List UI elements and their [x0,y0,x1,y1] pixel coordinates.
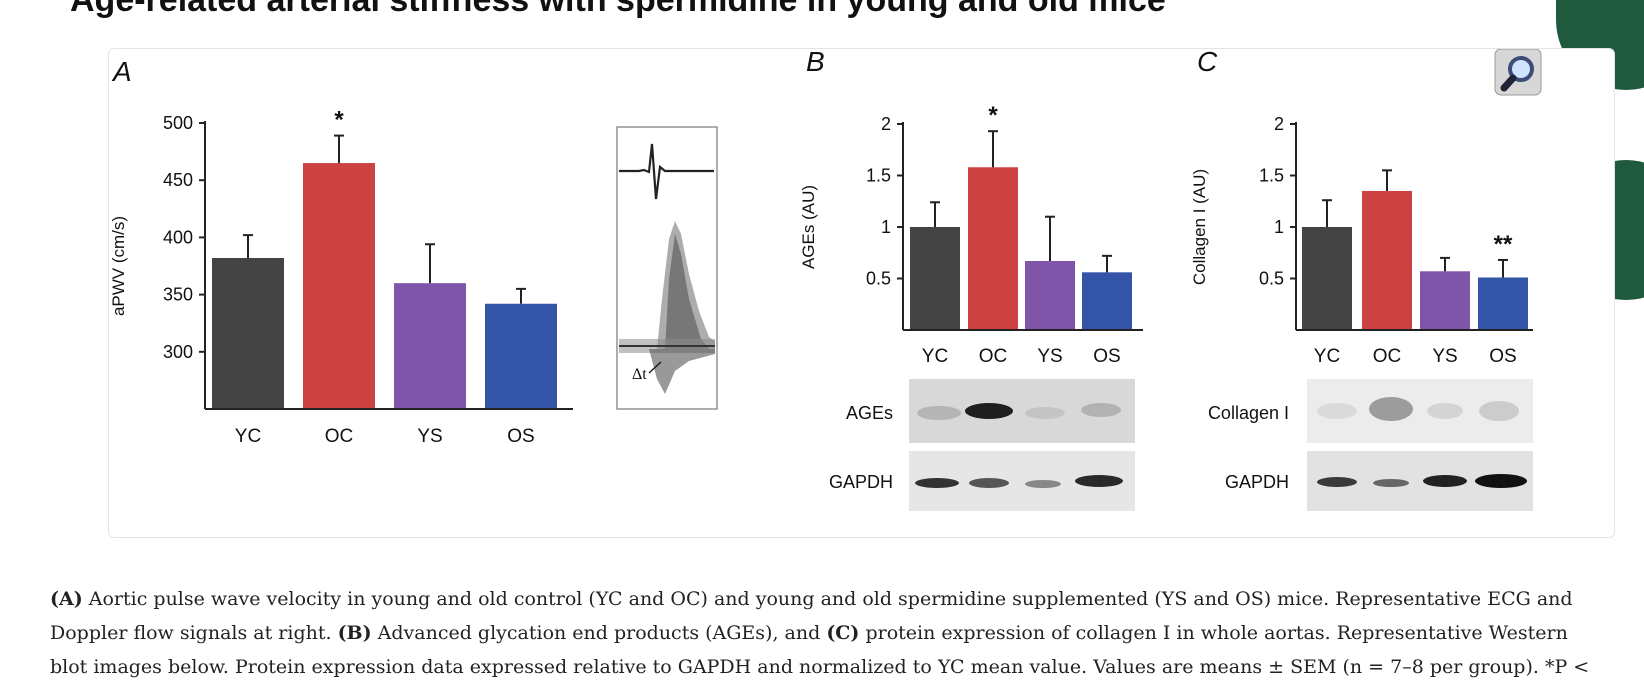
blot-gapdh-c-band-ys [1423,475,1467,487]
doppler-reverse-flow [649,349,715,394]
blot-gapdh-b-band-ys [1025,480,1061,488]
caption-text-1a: Aortic pulse wave velocity in young and … [82,588,1573,610]
caption-bold-c: (C) [826,622,860,644]
blot-collagen-band-oc [1369,397,1413,421]
blot-gapdh-c-band-os [1475,474,1527,488]
figure-svg: YC * OC YS OS 300 350 400 450 500 aPWV (cm/s) YC * OC… [109,49,1542,511]
blot-collagen-band-ys [1427,403,1463,419]
category-label-a-oc: OC [325,426,354,447]
category-label-c-yc: YC [1314,346,1340,367]
bar-c-ys [1420,271,1470,330]
panel-label-a: A [111,56,132,87]
bar-b-os [1082,272,1132,330]
bar-a-os [485,303,557,409]
blot-gapdh-b-band-os [1075,475,1123,487]
bar-c-yc [1302,227,1352,330]
blot-label-gapdh-b: GAPDH [829,472,893,492]
significance-a-oc: * [334,107,344,134]
category-label-b-os: OS [1093,346,1120,367]
figure-panel: YC * OC YS OS 300 350 400 450 500 aPWV (cm/s) YC * OC… [108,48,1615,538]
panel-label-b: B [806,49,825,77]
category-label-c-ys: YS [1432,346,1457,367]
caption-text-2c: protein expression of collagen I in whol… [859,622,1568,644]
y-axis-label-c: Collagen I (AU) [1190,169,1209,285]
y-tick-label-c-1-5: 1.5 [1259,166,1284,186]
y-tick-label-c-1: 1 [1274,217,1284,237]
blot-label-ages: AGEs [846,403,893,423]
significance-c-os: ** [1494,231,1513,258]
blot-label-collagen: Collagen I [1208,403,1289,423]
category-label-b-oc: OC [979,346,1008,367]
caption-line-2: Doppler flow signals at right. (B) Advan… [50,616,1644,650]
blot-collagen-band-os [1479,401,1519,421]
category-label-b-ys: YS [1037,346,1062,367]
doppler-inset: Δt [616,126,718,410]
y-tick-label-a-500: 500 [163,113,193,133]
bar-a-oc [303,163,375,409]
blot-gapdh-b-band-yc [915,478,959,488]
magnifier-icon[interactable] [1494,49,1542,96]
caption-line-3: blot images below. Protein expression da… [50,650,1644,684]
y-axis-label-a: aPWV (cm/s) [109,216,128,316]
chart-a: YC * OC YS OS 300 350 400 450 500 aPWV (cm/s) [109,107,573,447]
delta-t-arrow [648,361,662,374]
blot-ages-band-yc [917,406,961,420]
y-tick-label-b-2: 2 [881,114,891,134]
chart-c: YC OC YS ** OS 0.5 1 1.5 2 Collagen I (AU) [1190,114,1533,367]
y-tick-label-b-1: 1 [881,217,891,237]
blot-collagen-band-yc [1317,403,1357,419]
bar-b-yc [910,227,960,330]
blot-gapdh-c-band-oc [1373,479,1409,487]
category-label-c-os: OS [1489,346,1516,367]
delta-t-label: Δt [632,366,647,383]
category-label-a-ys: YS [417,426,442,447]
caption-bold-a: (A) [50,588,83,610]
caption-text-3a: blot images below. Protein expression da… [50,656,1590,678]
caption-line-1: (A) Aortic pulse wave velocity in young … [50,582,1644,616]
y-tick-label-b-0-5: 0.5 [866,269,891,289]
blot-panel-b: AGEs GAPDH [829,379,1135,511]
caption-bold-b: (B) [337,622,372,644]
figure-caption: (A) Aortic pulse wave velocity in young … [50,582,1644,684]
category-label-b-yc: YC [922,346,948,367]
bar-a-ys [394,283,466,409]
y-tick-label-b-1-5: 1.5 [866,166,891,186]
category-label-a-os: OS [507,426,534,447]
y-tick-label-c-2: 2 [1274,114,1284,134]
bar-c-oc [1362,190,1412,330]
bar-b-ys [1025,260,1075,330]
doppler-flow-fill [665,234,709,349]
y-tick-label-c-0-5: 0.5 [1259,269,1284,289]
caption-text-2a: Doppler flow signals at right. [50,622,338,644]
blot-gapdh-b-band-oc [969,478,1009,488]
category-label-c-oc: OC [1373,346,1402,367]
blot-ages-band-oc [965,403,1013,419]
blot-label-gapdh-c: GAPDH [1225,472,1289,492]
y-tick-label-a-400: 400 [163,227,193,247]
y-axis-label-b: AGEs (AU) [799,185,818,269]
panel-label-c: C [1197,49,1218,77]
blot-gapdh-c-band-yc [1317,477,1357,487]
y-tick-label-a-300: 300 [163,342,193,362]
blot-ages-band-os [1081,403,1121,417]
category-label-a-yc: YC [235,426,261,447]
caption-text-2b: Advanced glycation end products (AGEs), … [371,622,827,644]
y-tick-label-a-450: 450 [163,170,193,190]
bar-a-yc [212,257,284,409]
bar-b-oc [968,167,1018,330]
blot-ages-band-ys [1025,407,1065,419]
bar-c-os [1478,277,1528,330]
significance-b-oc: * [988,102,998,129]
y-tick-label-a-350: 350 [163,285,193,305]
page-title: Age-related arterial stiffness with sper… [70,0,1166,19]
blot-panel-c: Collagen I GAPDH [1208,379,1533,511]
ecg-trace [619,143,714,200]
chart-b: YC * OC YS OS 0.5 1 1.5 2 AGEs (AU) [799,102,1143,367]
